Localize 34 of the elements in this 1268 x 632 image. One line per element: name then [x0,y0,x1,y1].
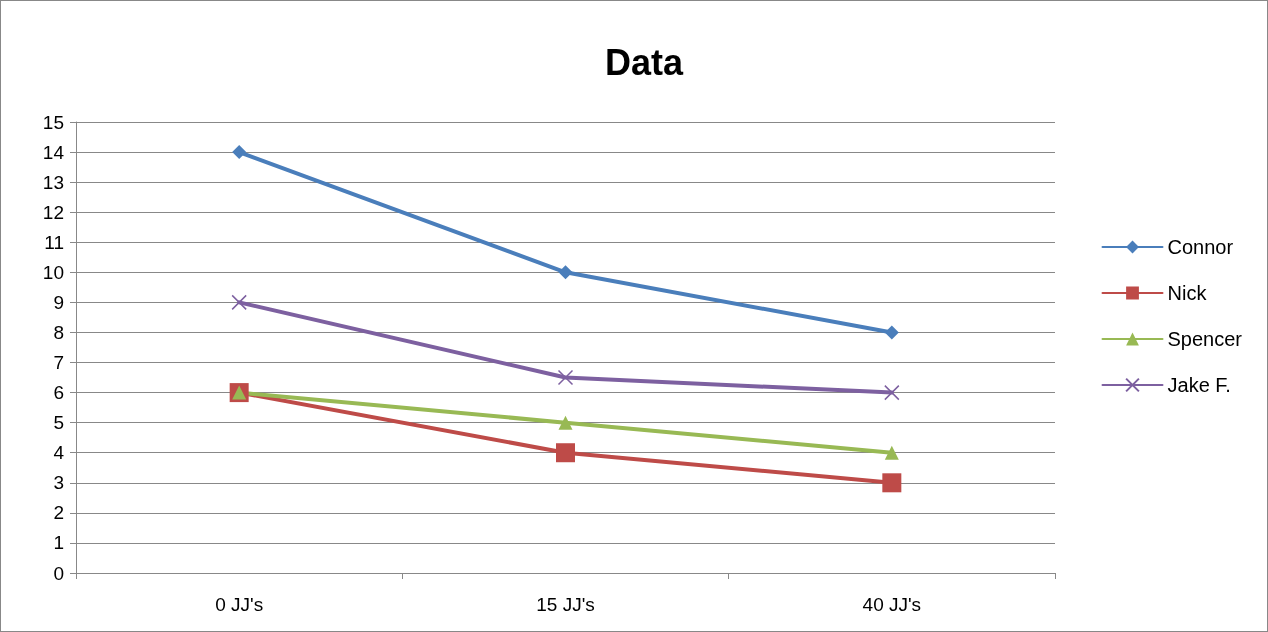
y-tick-label: 3 [53,472,64,494]
point [558,415,573,430]
y-tick-label: 0 [53,562,64,584]
y-tick-label: 8 [53,321,64,343]
y-tick-label: 13 [42,171,64,193]
y-tick-label: 15 [42,111,64,133]
y-tick-label: 2 [53,502,64,524]
y-tick-label: 14 [42,141,65,163]
y-tick-label: 10 [42,261,64,283]
point [882,473,902,493]
legend-label: Connor [1167,236,1234,258]
legend-label: Nick [1167,282,1208,304]
x-tick-label: 40 JJ's [862,594,922,615]
y-tick-label: 11 [44,231,64,253]
y-tick-label: 12 [42,201,64,223]
point [884,445,899,460]
point [884,325,899,340]
y-tick-label: 9 [53,291,64,313]
point [558,265,573,280]
point [557,369,574,386]
y-tick-label: 7 [53,352,64,374]
point [884,384,900,401]
y-tick-label: 1 [53,532,64,554]
point [232,145,247,160]
legend-label: Jake F. [1167,374,1231,396]
y-tick-label: 5 [53,412,64,434]
x-tick-label: 0 JJ's [215,594,264,615]
point [231,294,247,311]
y-tick-label: 4 [53,442,65,464]
chart-title: Data [604,41,684,83]
point [556,443,575,463]
y-tick-label: 6 [53,382,64,404]
x-tick-label: 15 JJ's [536,594,595,615]
legend-label: Spencer [1167,328,1243,350]
